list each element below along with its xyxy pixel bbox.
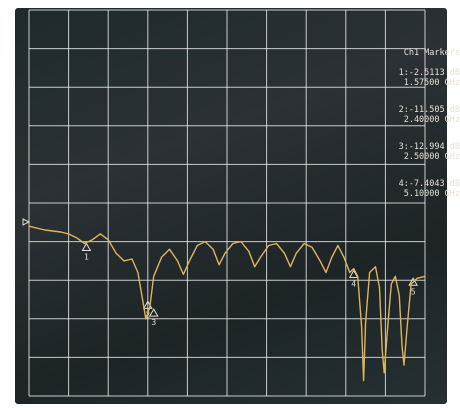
marker-4-label: 4 <box>351 280 356 289</box>
marker-5-label: 5 <box>411 287 416 296</box>
reference-level-icon <box>22 218 31 226</box>
marker-2-frequency: 2.40000 GHz <box>403 115 460 125</box>
marker-entry-1: 1:-2.5113 dB 1.57500 GHz <box>375 68 460 88</box>
marker-4-frequency: 5.10000 GHz <box>403 189 460 199</box>
graticule <box>28 9 426 397</box>
marker-entry-3: 3:-12.994 dB 2.50000 GHz <box>375 142 460 162</box>
trace-line <box>28 225 426 382</box>
marker-1-label: 1 <box>84 253 89 262</box>
marker-5-icon <box>408 277 418 286</box>
marker-3-level: 3:-12.994 dB <box>398 142 460 152</box>
marker-3-frequency: 2.50000 GHz <box>403 152 460 162</box>
marker-entry-4: 4:-7.4043 dB 5.10000 GHz <box>375 179 460 199</box>
marker-table: Ch1 Markers 1:-2.5113 dB 1.57500 GHz 2:-… <box>375 48 460 216</box>
marker-3-icon <box>148 308 159 317</box>
marker-entry-2: 2:-11.505 dB 2.40000 GHz <box>375 105 460 125</box>
marker-2-label: 2 <box>145 310 150 319</box>
marker-table-title: Ch1 Markers <box>403 48 460 58</box>
marker-2-level: 2:-11.505 dB <box>398 105 460 115</box>
marker-1-frequency: 1.57500 GHz <box>403 78 460 88</box>
marker-1-level: 1:-2.5113 dB <box>398 68 460 78</box>
marker-1-icon <box>81 242 92 252</box>
marker-4-level: 4:-7.4043 dB <box>398 179 460 189</box>
marker-3-label: 3 <box>151 318 156 327</box>
marker-4-icon <box>348 269 359 279</box>
